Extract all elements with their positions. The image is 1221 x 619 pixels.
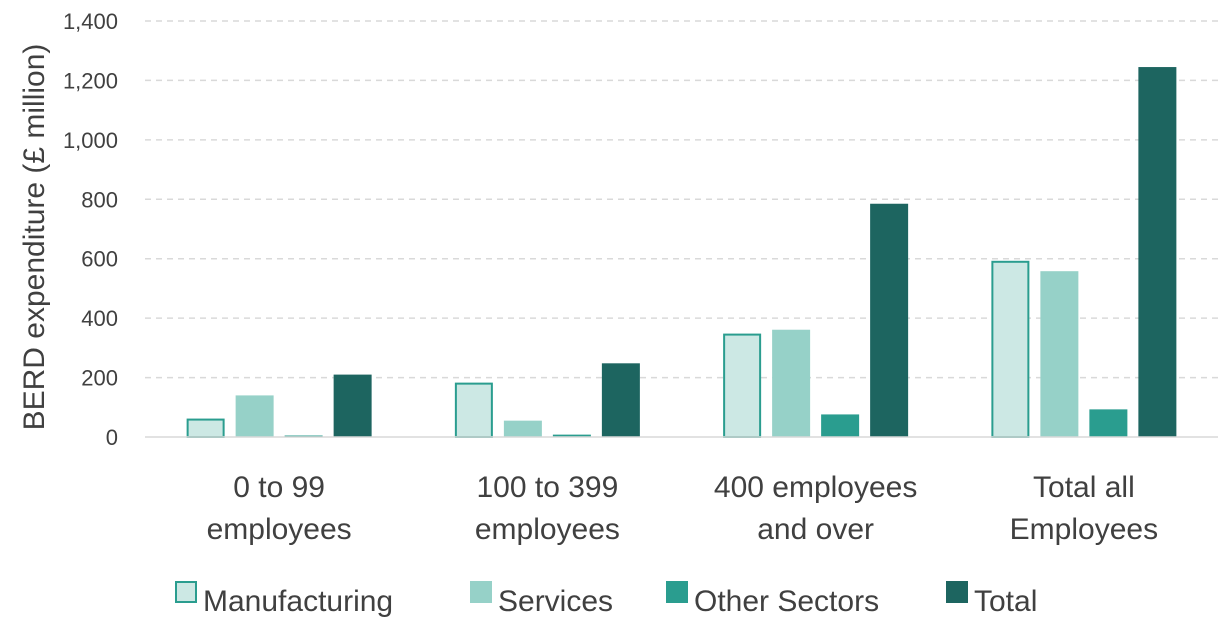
legend: Manufacturing Services Other Sectors Total xyxy=(175,581,1037,618)
x-category-label: 0 to 99 employees xyxy=(207,471,352,546)
y-tick-label: 1,200 xyxy=(63,68,118,93)
bar-other-sectors xyxy=(821,414,860,437)
x-category-labels: 0 to 99 employees 100 to 399 employees 400 e… xyxy=(207,471,1158,546)
y-tick-labels: 0 200 400 600 800 1,000 1,200 1,400 xyxy=(63,9,118,450)
y-axis-title: BERD expenditure (£ million) xyxy=(18,44,51,431)
bar-total xyxy=(1138,67,1177,438)
y-tick-label: 400 xyxy=(81,306,118,331)
x-category-label: 100 to 399 employees xyxy=(475,471,620,546)
legend-label-manufacturing: Manufacturing xyxy=(203,585,393,618)
legend-swatch-services xyxy=(470,581,492,603)
bar-services xyxy=(235,395,274,437)
legend-swatch-manufacturing xyxy=(175,581,197,603)
bar-manufacturing xyxy=(991,260,1030,438)
y-tick-label: 200 xyxy=(81,366,118,391)
x-category-label: 400 employees and over xyxy=(714,471,917,546)
bar-services xyxy=(1040,271,1079,437)
legend-label-other-sectors: Other Sectors xyxy=(694,585,879,618)
y-tick-label: 0 xyxy=(106,425,118,450)
bar-total xyxy=(601,363,640,437)
bar-total xyxy=(333,374,372,437)
legend-swatch-other-sectors xyxy=(666,581,688,603)
legend-label-total: Total xyxy=(974,585,1037,618)
bar-services xyxy=(772,329,811,437)
bar-other-sectors xyxy=(1089,409,1128,437)
bar-manufacturing xyxy=(723,333,762,439)
y-tick-label: 800 xyxy=(81,187,118,212)
bars xyxy=(186,67,1177,439)
bar-total xyxy=(870,203,909,437)
legend-swatch-total xyxy=(946,581,968,603)
bar-services xyxy=(503,420,542,437)
bar-manufacturing xyxy=(186,418,225,439)
gridlines xyxy=(145,20,1218,379)
y-tick-label: 600 xyxy=(81,247,118,272)
bar-manufacturing xyxy=(454,382,493,439)
y-tick-label: 1,400 xyxy=(63,9,118,34)
legend-label-services: Services xyxy=(498,585,613,618)
y-tick-label: 1,000 xyxy=(63,128,118,153)
x-category-label: Total all Employees xyxy=(1010,471,1158,546)
bar-other-sectors xyxy=(552,434,591,437)
